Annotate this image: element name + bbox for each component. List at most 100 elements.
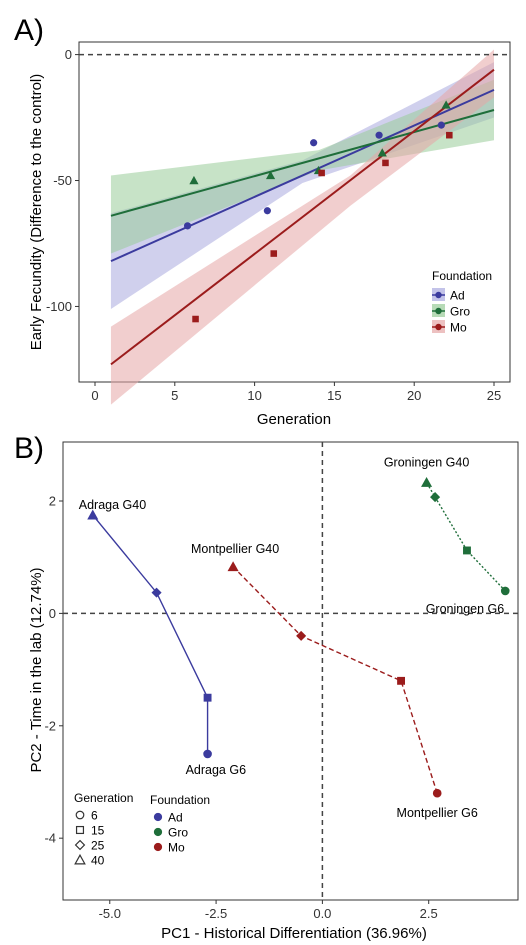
- point-ad-0: [183, 222, 192, 230]
- point-mo-g25: [296, 630, 307, 641]
- b-y-tick-label: 2: [49, 494, 56, 509]
- b-y-tick-label: -2: [44, 718, 56, 733]
- point-gro-g25: [430, 492, 441, 503]
- foundation-legend-marker-ad: [153, 812, 163, 822]
- panel-b-foundation-legend-title: Foundation: [150, 793, 210, 807]
- point-label: Groningen G40: [384, 455, 470, 469]
- point-mo-2: [318, 169, 325, 177]
- point-gro-1: [265, 170, 276, 180]
- panel-a: A) 0 5 10 15 20 25 0 -50 -100 Generation Early …: [14, 14, 511, 428]
- panel-b-generation-legend-title: Generation: [74, 791, 133, 805]
- generation-legend-marker-6: [75, 810, 85, 820]
- point-gro-g40: [421, 476, 433, 487]
- b-y-tick-label: 0: [49, 606, 56, 621]
- b-y-tick-label: -4: [44, 831, 56, 846]
- a-x-tick-label: 10: [247, 388, 261, 403]
- foundation-legend-label-gro: Gro: [168, 826, 188, 840]
- point-mo-g6: [432, 788, 442, 798]
- panel-b-trajectories: [92, 482, 506, 794]
- foundation-legend-label-ad: Ad: [168, 811, 183, 825]
- legend-label-gro: Gro: [450, 305, 470, 319]
- panel-b-x-ticks: -5.0 -2.5 0.0 2.5: [99, 900, 438, 921]
- panel-b-y-axis-title: PC2 - Time in the lab (12.74%): [28, 567, 45, 772]
- point-gro-g6: [500, 586, 510, 596]
- a-y-tick-label: 0: [65, 47, 72, 62]
- panel-b-point-labels: Adraga G40 Adraga G6 Groningen G40 Groninge…: [79, 455, 505, 820]
- panel-b-data-points: [87, 476, 510, 798]
- point-gro-0: [189, 175, 199, 185]
- point-gro-3: [377, 148, 387, 157]
- a-x-tick-label: 0: [91, 388, 98, 403]
- fit-line-mo: [110, 68, 495, 366]
- point-label: Adraga G6: [186, 763, 247, 777]
- point-mo-0: [192, 315, 199, 323]
- generation-legend-label: 40: [91, 854, 105, 868]
- foundation-legend-marker-gro: [153, 827, 163, 837]
- point-label: Montpellier G40: [191, 542, 279, 556]
- a-y-tick-label: -100: [46, 299, 72, 314]
- b-x-tick-label: 2.5: [420, 906, 438, 921]
- trajectory-mo: [232, 566, 438, 794]
- b-x-tick-label: -5.0: [99, 906, 121, 921]
- point-ad-1: [263, 207, 271, 215]
- fit-line-gro: [110, 109, 495, 217]
- point-mo-g40: [227, 561, 239, 572]
- foundation-legend-label-mo: Mo: [168, 841, 185, 855]
- band-gro: [110, 79, 495, 254]
- generation-legend-marker-15: [75, 825, 85, 835]
- point-ad-g40: [87, 509, 99, 520]
- b-x-tick-label: -2.5: [205, 906, 227, 921]
- point-gro-4: [441, 100, 451, 109]
- panel-a-y-ticks: 0 -50 -100: [46, 47, 79, 314]
- panel-a-fit-lines: [110, 68, 495, 366]
- panel-b-y-ticks: 2 0 -2 -4: [44, 494, 63, 846]
- a-x-tick-label: 5: [171, 388, 178, 403]
- a-x-tick-label: 25: [487, 388, 501, 403]
- foundation-legend-marker-mo: [153, 842, 163, 852]
- generation-legend-marker-25: [74, 839, 86, 851]
- a-x-tick-label: 15: [327, 388, 341, 403]
- panel-a-confidence-bands: [110, 49, 495, 405]
- generation-legend-label: 15: [91, 824, 105, 838]
- point-label: Montpellier G6: [397, 806, 478, 820]
- panel-a-x-axis-title: Generation: [257, 411, 331, 428]
- panel-b: B) Adraga G40 Adraga G6 Groningen G40 Groni…: [14, 432, 519, 942]
- legend-marker-mo: [435, 323, 442, 331]
- legend-label-ad: Ad: [450, 289, 465, 303]
- generation-legend-label: 6: [91, 809, 98, 823]
- point-gro-g15: [463, 546, 471, 555]
- trajectory-ad: [92, 514, 209, 754]
- panel-a-x-ticks: 0 5 10 15 20 25: [91, 382, 501, 403]
- point-ad-4: [437, 121, 445, 129]
- b-x-tick-label: 0.0: [313, 906, 331, 921]
- generation-legend-marker-40: [74, 853, 86, 865]
- band-mo: [110, 49, 495, 405]
- point-ad-3: [375, 131, 383, 139]
- panel-b-letter: B): [14, 432, 44, 465]
- legend-label-mo: Mo: [450, 321, 467, 335]
- point-mo-g15: [397, 676, 405, 685]
- point-mo-4: [446, 131, 453, 139]
- point-ad-g25: [151, 587, 162, 598]
- panel-b-plot-frame: [62, 441, 519, 901]
- point-mo-1: [270, 250, 278, 257]
- point-mo-3: [382, 159, 389, 167]
- legend-marker-ad: [435, 291, 442, 299]
- panel-a-letter: A): [14, 14, 44, 47]
- panel-a-y-axis-title: Early Fecundity (Difference to the contr…: [28, 74, 45, 351]
- point-label: Adraga G40: [79, 498, 146, 512]
- panel-a-legend-title: Foundation: [432, 269, 492, 283]
- point-ad-g15: [203, 693, 212, 702]
- point-ad-2: [310, 139, 318, 147]
- panel-a-data-points: [183, 100, 453, 323]
- panel-a-legend: Foundation Ad Gro Mo: [432, 269, 492, 335]
- legend-marker-gro: [435, 307, 442, 315]
- point-label: Groningen G6: [426, 602, 505, 616]
- a-x-tick-label: 20: [407, 388, 421, 403]
- a-y-tick-label: -50: [53, 173, 72, 188]
- point-ad-g6: [203, 749, 212, 759]
- panel-b-x-axis-title: PC1 - Historical Differentiation (36.96%…: [161, 925, 427, 942]
